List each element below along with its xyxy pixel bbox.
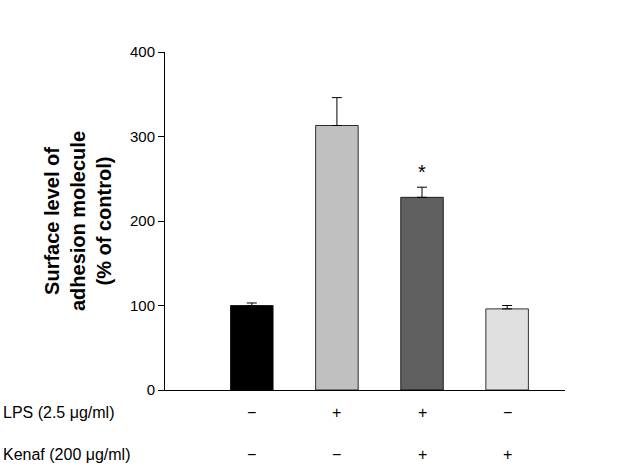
svg-text:Surface level ofadhesion molec: Surface level ofadhesion molecule(% of c…	[41, 131, 115, 311]
svg-text:+: +	[332, 404, 341, 421]
svg-text:*: *	[418, 161, 426, 183]
svg-text:+: +	[418, 404, 427, 421]
svg-text:0: 0	[147, 381, 155, 398]
svg-text:Kenaf (200 μg/ml): Kenaf (200 μg/ml)	[3, 446, 131, 463]
svg-text:−: −	[332, 446, 341, 463]
svg-text:−: −	[247, 446, 256, 463]
svg-text:100: 100	[130, 297, 155, 314]
svg-text:400: 400	[130, 43, 155, 60]
svg-text:200: 200	[130, 212, 155, 229]
svg-text:300: 300	[130, 128, 155, 145]
svg-text:+: +	[503, 446, 512, 463]
svg-text:−: −	[247, 404, 256, 421]
svg-text:+: +	[418, 446, 427, 463]
svg-text:LPS (2.5 μg/ml): LPS (2.5 μg/ml)	[3, 404, 114, 421]
svg-text:−: −	[503, 404, 512, 421]
